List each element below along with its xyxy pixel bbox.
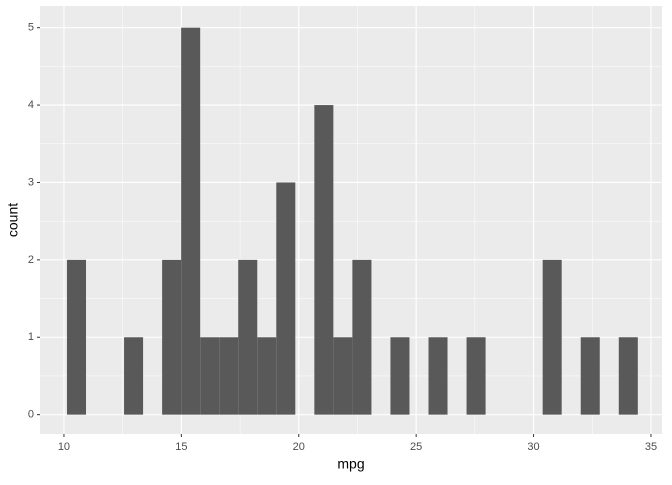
bar <box>333 337 353 415</box>
bar <box>428 337 448 415</box>
x-tick-label: 30 <box>527 441 539 453</box>
bar <box>580 337 600 415</box>
bar <box>124 337 144 415</box>
bar <box>66 259 87 415</box>
bar <box>219 337 239 415</box>
bar <box>238 259 258 415</box>
x-tick-label: 25 <box>410 441 422 453</box>
x-axis-label: mpg <box>337 456 364 472</box>
bar <box>257 337 277 415</box>
x-tick-label: 35 <box>645 441 657 453</box>
y-tick-label: 4 <box>28 99 34 111</box>
y-tick-label: 5 <box>28 22 34 34</box>
bar <box>352 259 372 415</box>
x-tick-label: 20 <box>293 441 305 453</box>
y-tick-label: 3 <box>28 176 34 188</box>
x-tick-label: 15 <box>175 441 187 453</box>
bar <box>542 259 562 415</box>
bar <box>466 337 486 415</box>
bar <box>200 337 220 415</box>
y-tick-label: 1 <box>28 331 34 343</box>
x-tick-label: 10 <box>58 441 70 453</box>
y-tick-label: 0 <box>28 409 34 421</box>
bar <box>390 337 410 415</box>
bar <box>314 105 334 415</box>
y-axis-label: count <box>5 203 21 237</box>
y-tick-label: 2 <box>28 254 34 266</box>
bar <box>181 27 201 415</box>
bar <box>162 259 182 415</box>
bar <box>276 182 296 415</box>
bar <box>618 337 638 415</box>
